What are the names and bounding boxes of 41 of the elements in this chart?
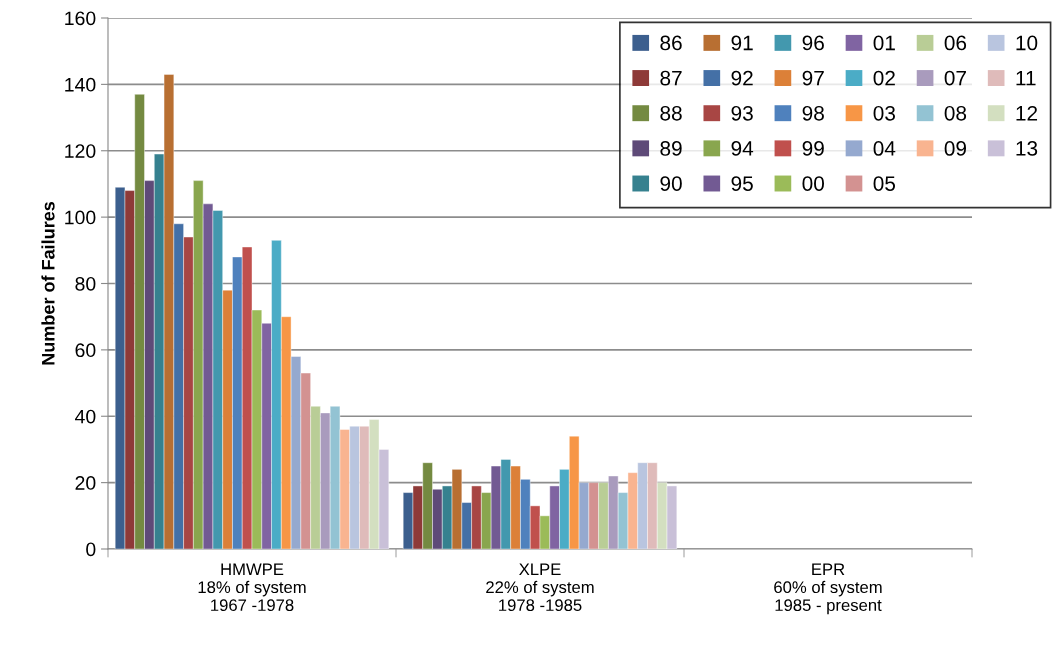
legend-label: 94 bbox=[731, 141, 754, 156]
legend-label: 87 bbox=[660, 70, 682, 86]
legend-label: 96 bbox=[802, 35, 824, 51]
legend-label: 92 bbox=[731, 70, 753, 86]
legend-label: 89 bbox=[660, 141, 682, 156]
legend-label: 09 bbox=[944, 141, 967, 156]
legend-label: 13 bbox=[1016, 141, 1038, 156]
y-tick-label: 40 bbox=[75, 409, 96, 424]
legend-label: 97 bbox=[802, 70, 824, 86]
y-tick-label: 80 bbox=[75, 276, 96, 291]
legend-label: 99 bbox=[802, 141, 824, 156]
x-tick-label: EPR 60% of system 1985 - present bbox=[774, 563, 882, 615]
legend-label: 12 bbox=[1016, 105, 1038, 121]
legend-label: 11 bbox=[1016, 70, 1036, 86]
x-tick-label: HMWPE 18% of system 1967 -1978 bbox=[198, 563, 306, 612]
legend-label: 98 bbox=[802, 105, 824, 121]
legend-label: 03 bbox=[873, 105, 895, 121]
legend-label: 91 bbox=[731, 35, 753, 51]
x-tick-label: XLPE 22% of system 1978 -1985 bbox=[486, 563, 594, 612]
legend-label: 04 bbox=[873, 141, 896, 156]
legend-label: 88 bbox=[660, 105, 682, 121]
legend-label: 01 bbox=[873, 35, 895, 51]
legend-label: 05 bbox=[873, 176, 896, 191]
legend-label: 00 bbox=[802, 176, 825, 191]
y-tick-label: 0 bbox=[86, 542, 96, 557]
legend-label: 02 bbox=[873, 70, 895, 86]
legend-label: 07 bbox=[944, 70, 966, 86]
legend-label: 93 bbox=[731, 105, 753, 121]
y-tick-label: 140 bbox=[65, 77, 96, 92]
y-axis-title: Number of Failures bbox=[41, 201, 55, 365]
y-tick-label: 100 bbox=[65, 210, 96, 225]
y-tick-label: 120 bbox=[65, 144, 96, 158]
legend-label: 06 bbox=[944, 35, 967, 51]
y-tick-label: 20 bbox=[75, 476, 96, 490]
legend-label: 86 bbox=[660, 35, 682, 51]
legend-label: 08 bbox=[944, 105, 967, 121]
legend-label: 90 bbox=[660, 176, 682, 191]
y-tick-label: 60 bbox=[75, 343, 96, 358]
y-tick-label: 160 bbox=[65, 11, 96, 26]
legend-label: 95 bbox=[731, 176, 753, 191]
legend-label: 10 bbox=[1016, 35, 1038, 51]
